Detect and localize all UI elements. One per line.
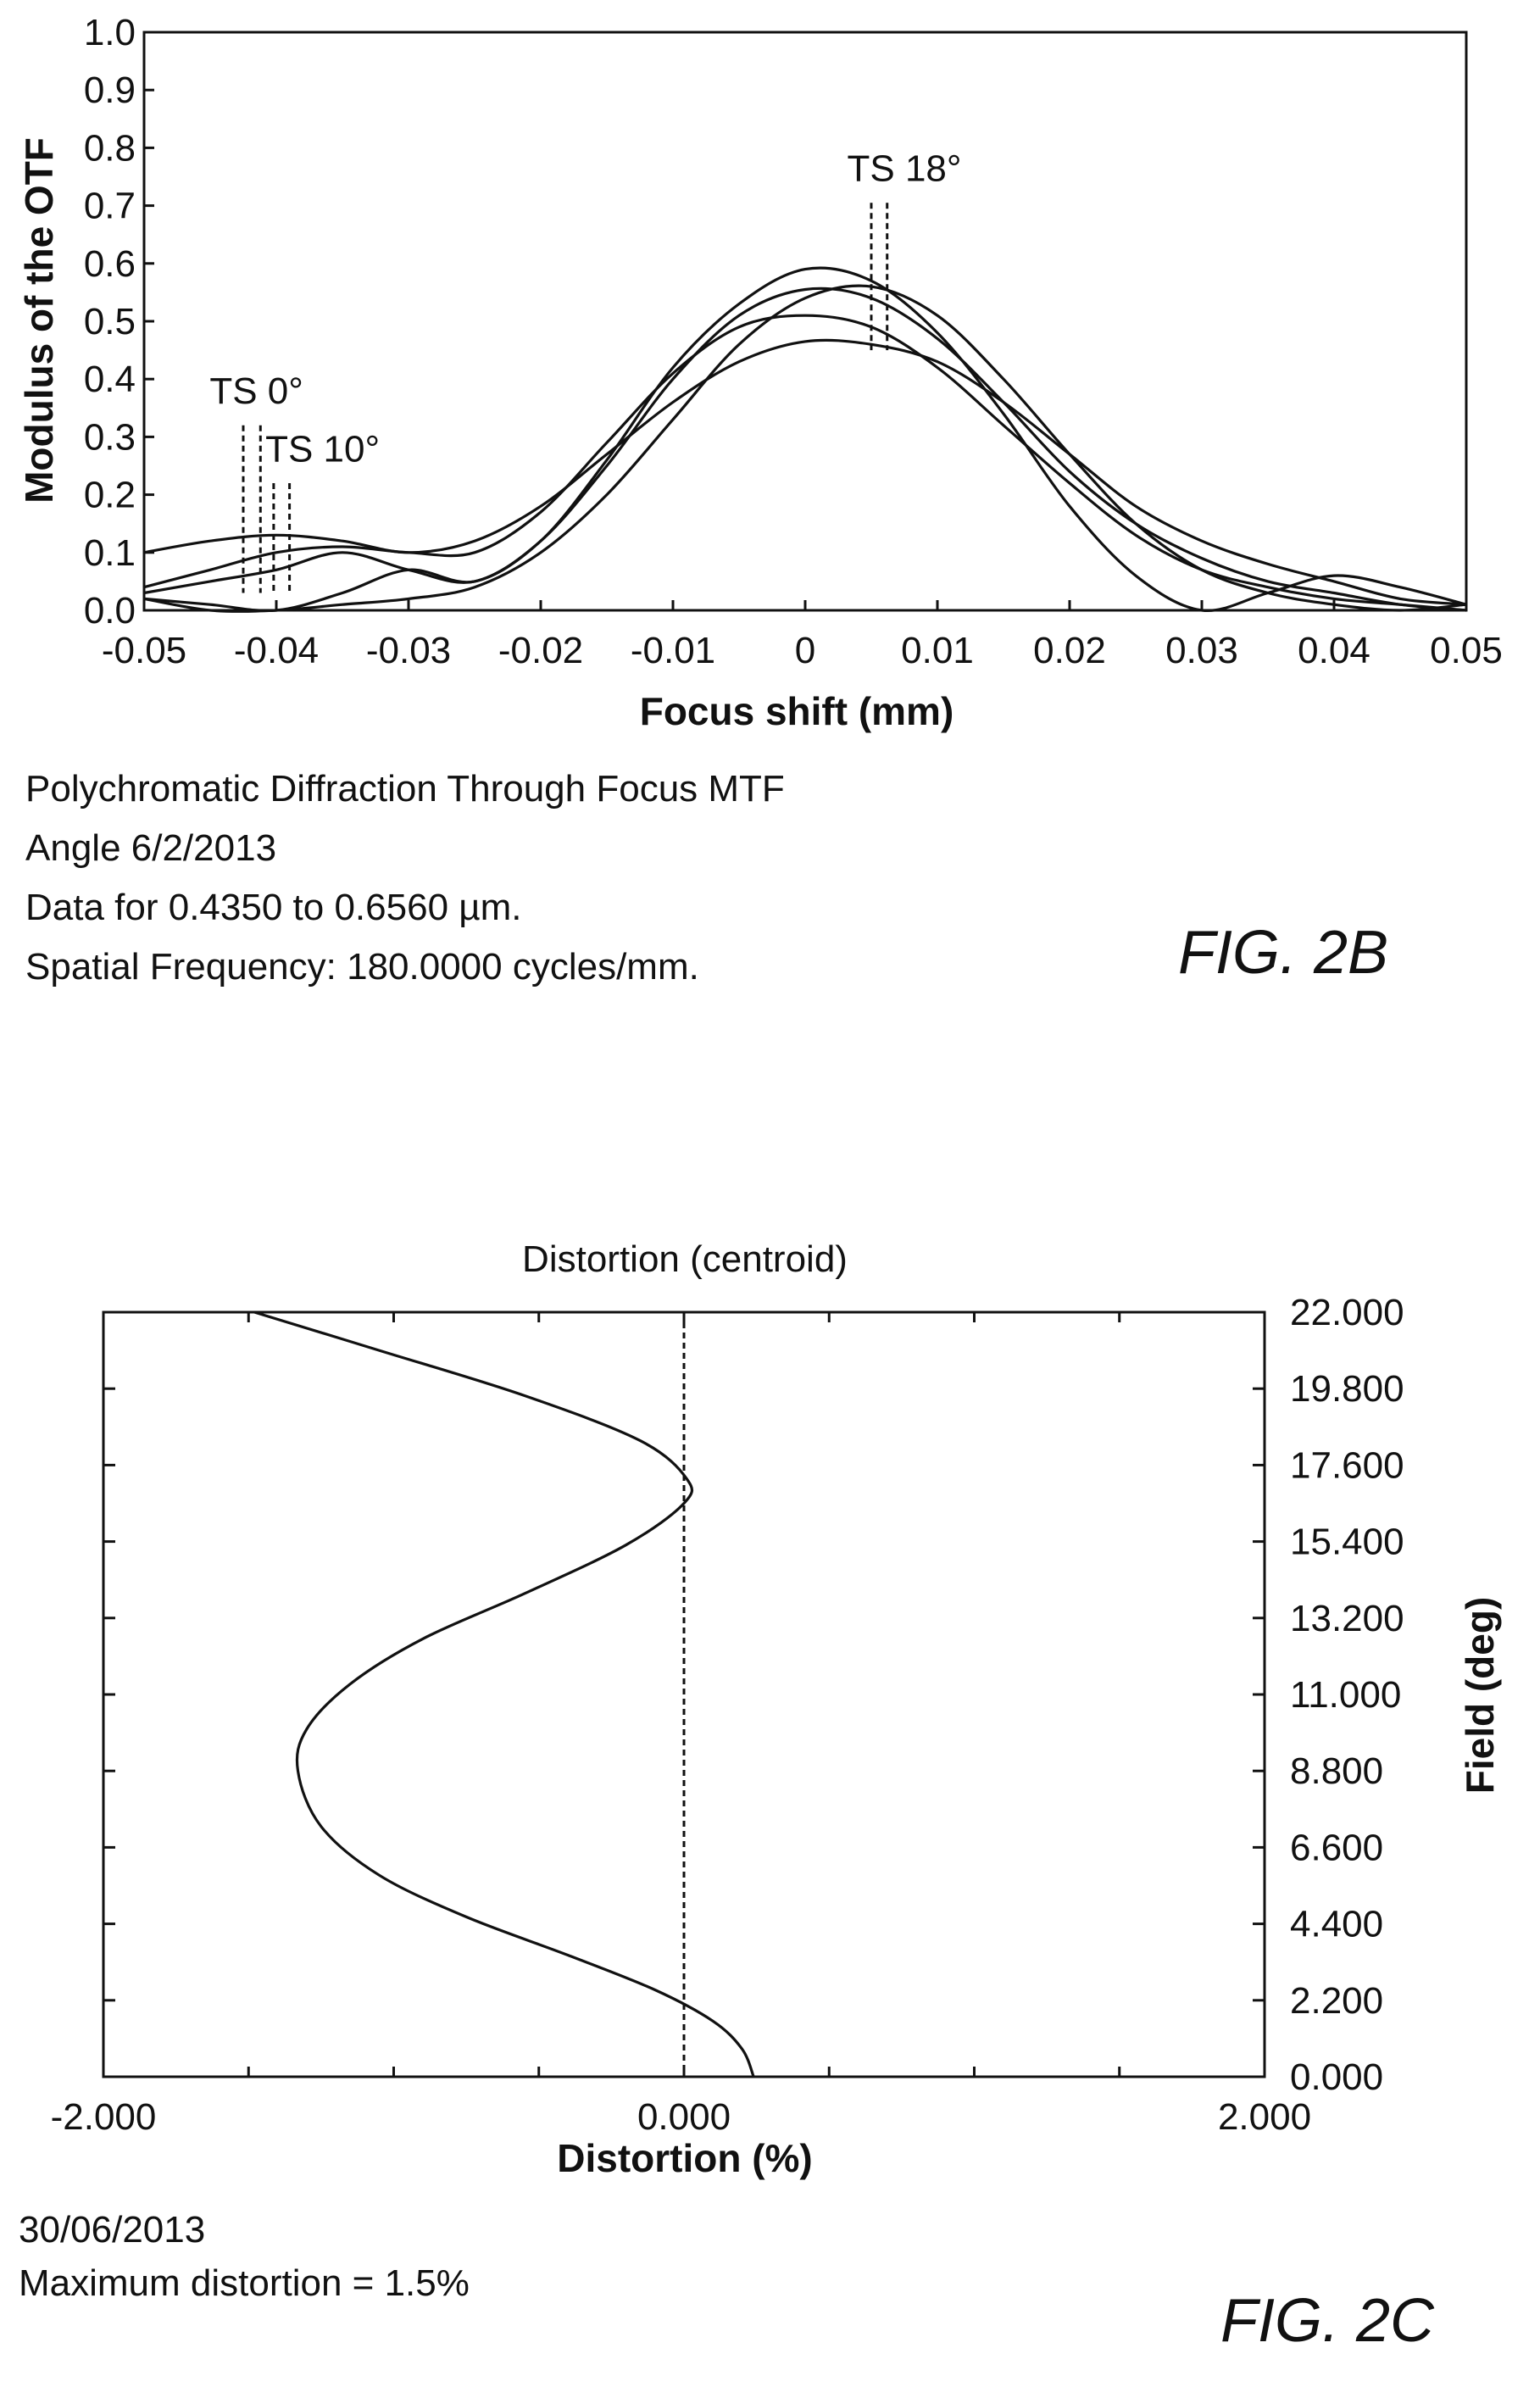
distortion-curve-1 [253, 1310, 755, 2078]
distortion-chart: Distortion (centroid) -2.000 0.000 2.000 0… [19, 1238, 1502, 2355]
mtf-plot-frame [142, 31, 1468, 612]
distortion-y-tick-label: 0.000 [1290, 2056, 1383, 2098]
mtf-y-tick-label: 0.4 [84, 359, 136, 400]
distortion-x-ticks: -2.000 0.000 2.000 [51, 1312, 1311, 2138]
annotation-label: TS 18° [848, 148, 962, 190]
mtf-y-tick-label: 1.0 [84, 12, 136, 53]
distortion-y-ticks: 0.000 2.200 4.400 6.600 8.800 11.000 13.200 15.… [103, 1292, 1404, 2098]
distortion-y-tick-label: 22.000 [1290, 1292, 1404, 1333]
mtf-curve-1 [143, 338, 1467, 606]
mtf-x-tick-label: 0.05 [1430, 630, 1503, 671]
mtf-note-line: Polychromatic Diffraction Through Focus … [25, 768, 785, 810]
annotation-label: TS 10° [265, 428, 380, 470]
distortion-y-axis-label: Field (deg) [1458, 1597, 1502, 1794]
mtf-note-line: Angle 6/2/2013 [25, 827, 276, 869]
mtf-note-line: Data for 0.4350 to 0.6560 µm. [25, 887, 522, 928]
mtf-x-ticks: -0.05 -0.04 -0.03 -0.02 -0.01 0 0.01 0.02 0.03 0.… [102, 600, 1503, 671]
mtf-y-tick-label: 0.7 [84, 186, 136, 227]
annotation-label: TS 0° [209, 370, 303, 412]
mtf-y-tick-label: 0.2 [84, 475, 136, 516]
distortion-curves [253, 1310, 755, 2078]
mtf-y-tick-label: 0.0 [84, 590, 136, 632]
mtf-x-axis-label: Focus shift (mm) [640, 689, 954, 733]
mtf-x-tick-label: -0.01 [631, 630, 715, 671]
mtf-y-tick-label: 0.3 [84, 416, 136, 458]
distortion-y-tick-label: 13.200 [1290, 1598, 1404, 1639]
mtf-x-tick-label: -0.04 [234, 630, 319, 671]
distortion-y-tick-label: 15.400 [1290, 1522, 1404, 1563]
mtf-x-tick-label: 0.01 [901, 630, 974, 671]
distortion-title: Distortion (centroid) [522, 1238, 848, 1280]
distortion-y-tick-label: 2.200 [1290, 1980, 1383, 2022]
mtf-x-tick-label: -0.05 [102, 630, 186, 671]
mtf-curves [143, 266, 1467, 613]
mtf-y-ticks: 0.0 0.1 0.2 0.3 0.4 0.5 0.6 0.7 0.8 0.9 1.0 [84, 12, 154, 632]
mtf-note-line: Spatial Frequency: 180.0000 cycles/mm. [25, 946, 699, 988]
distortion-y-tick-label: 19.800 [1290, 1368, 1404, 1410]
mtf-curve-3 [143, 287, 1467, 612]
mtf-x-tick-label: 0.02 [1033, 630, 1106, 671]
fig-2b-label: FIG. 2B [1178, 919, 1388, 987]
distortion-x-tick-label: 0.000 [637, 2096, 731, 2138]
distortion-y-tick-label: 6.600 [1290, 1827, 1383, 1868]
mtf-y-tick-label: 0.8 [84, 127, 136, 169]
mtf-annotations: TS 0° TS 10° TS 18° [209, 148, 962, 593]
distortion-y-tick-label: 4.400 [1290, 1904, 1383, 1945]
distortion-x-axis-label: Distortion (%) [557, 2136, 813, 2180]
distortion-note-line: 30/06/2013 [19, 2209, 205, 2251]
mtf-y-tick-label: 0.6 [84, 243, 136, 285]
distortion-x-tick-label: -2.000 [51, 2096, 157, 2138]
mtf-notes: Polychromatic Diffraction Through Focus … [25, 768, 785, 988]
distortion-y-tick-label: 11.000 [1290, 1674, 1401, 1716]
mtf-y-tick-label: 0.9 [84, 70, 136, 111]
distortion-note-line: Maximum distortion = 1.5% [19, 2262, 470, 2304]
distortion-y-tick-label: 17.600 [1290, 1444, 1404, 1486]
fig-2c-label: FIG. 2C [1220, 2287, 1435, 2355]
mtf-chart: -0.05 -0.04 -0.03 -0.02 -0.01 0 0.01 0.02 0.03 0.… [17, 12, 1503, 988]
mtf-x-tick-label: -0.03 [366, 630, 451, 671]
mtf-x-tick-label: 0.03 [1165, 630, 1238, 671]
mtf-y-axis-label: Modulus of the OTF [17, 137, 61, 504]
distortion-x-tick-label: 2.000 [1218, 2096, 1311, 2138]
mtf-x-tick-label: 0 [795, 630, 815, 671]
mtf-x-tick-label: 0.04 [1298, 630, 1370, 671]
distortion-y-tick-label: 8.800 [1290, 1750, 1383, 1792]
distortion-notes: 30/06/2013 Maximum distortion = 1.5% [19, 2209, 470, 2304]
mtf-y-tick-label: 0.1 [84, 532, 136, 574]
mtf-y-tick-label: 0.5 [84, 301, 136, 342]
mtf-curve-4 [143, 266, 1467, 613]
mtf-curve-5 [143, 284, 1467, 613]
mtf-x-tick-label: -0.02 [498, 630, 583, 671]
mtf-curve-2 [143, 314, 1467, 612]
